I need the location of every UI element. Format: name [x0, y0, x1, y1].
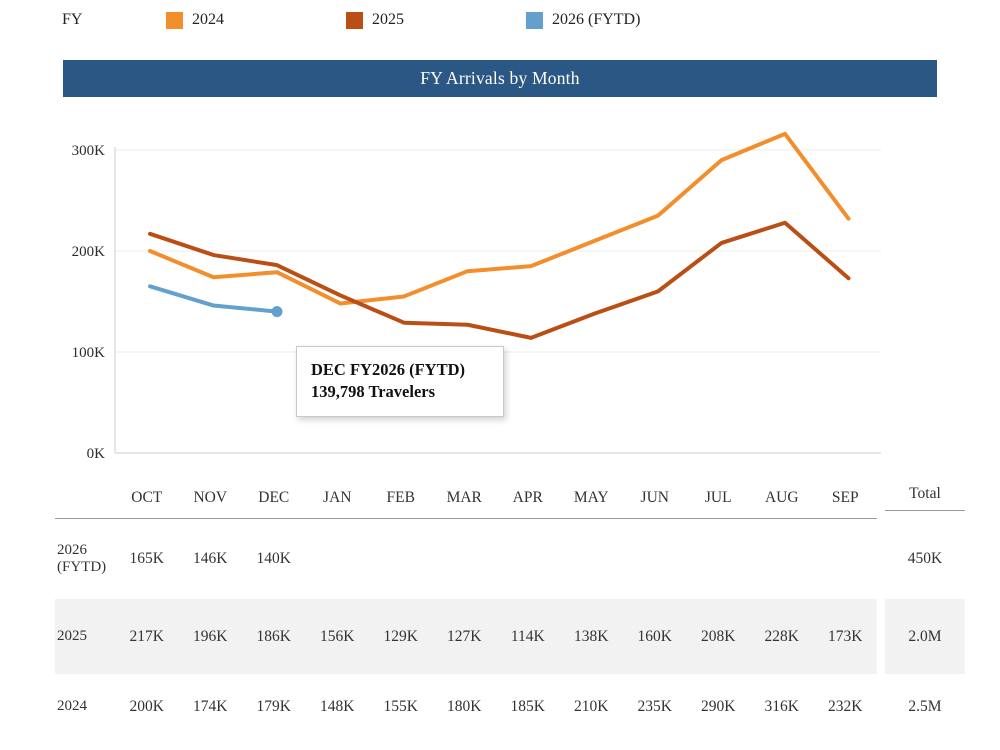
chart-y-axis-labels: 0K 100K 200K 300K — [72, 143, 106, 462]
series-line-2025[interactable] — [148, 220, 851, 340]
value-cell[interactable]: 114K — [496, 599, 560, 674]
month-header-sep: SEP — [813, 477, 877, 519]
value-cell[interactable]: 138K — [559, 599, 623, 674]
legend: FY 2024 2025 2026 (FYTD) — [62, 8, 706, 32]
value-cell[interactable]: 232K — [828, 698, 863, 715]
value-cell[interactable]: 210K — [574, 698, 609, 715]
legend-item-2025[interactable]: 2025 — [346, 11, 526, 29]
chart-title: FY Arrivals by Month — [63, 60, 937, 97]
value-cell[interactable] — [687, 519, 751, 599]
highlighted-data-point[interactable] — [271, 306, 283, 318]
tooltip: DEC FY2026 (FYTD) 139,798 Travelers — [296, 346, 504, 417]
row-spacer — [877, 674, 885, 740]
month-header-may: MAY — [559, 477, 623, 519]
legend-title: FY — [62, 11, 83, 28]
legend-item-2026-fytd-[interactable]: 2026 (FYTD) — [526, 11, 706, 29]
value-cell[interactable] — [496, 519, 560, 599]
row-label-2024: 2024 — [57, 698, 87, 715]
value-cell[interactable]: 146K — [193, 550, 228, 567]
chart-gridlines — [114, 147, 881, 454]
value-cell[interactable]: 208K — [686, 599, 750, 674]
tooltip-value: 139,798 Travelers — [311, 382, 436, 402]
chart-series — [148, 131, 851, 340]
row-spacer — [877, 519, 885, 599]
tooltip-title: DEC FY2026 (FYTD) — [311, 360, 465, 379]
month-header-oct: OCT — [115, 477, 179, 519]
value-cell[interactable] — [433, 519, 497, 599]
total-cell[interactable]: 2.5M — [908, 698, 942, 715]
row-spacer — [877, 599, 885, 674]
legend-item-2024[interactable]: 2024 — [166, 11, 346, 29]
value-cell[interactable]: 165K — [129, 550, 164, 567]
data-table: OCT NOV DEC JAN FEB MAR APR MAY JUN JUL AUG SEP Tota… — [55, 477, 965, 740]
value-cell[interactable] — [623, 519, 687, 599]
series-line-2026-fytd-[interactable] — [148, 284, 279, 314]
value-cell[interactable] — [814, 519, 878, 599]
legend-item-label: 2025 — [372, 11, 404, 28]
value-cell[interactable]: 155K — [383, 698, 418, 715]
legend-swatch-icon — [166, 11, 183, 29]
value-cell[interactable]: 179K — [256, 698, 291, 715]
legend-swatch-icon — [346, 11, 363, 29]
month-header-jan: JAN — [305, 477, 369, 519]
y-axis-tick-label: 0K — [87, 446, 106, 462]
header-spacer — [877, 477, 885, 519]
month-header-apr: APR — [496, 477, 560, 519]
value-cell[interactable]: 235K — [637, 698, 672, 715]
y-axis-tick-label: 300K — [72, 143, 106, 159]
value-cell[interactable]: 180K — [447, 698, 482, 715]
month-header-dec: DEC — [242, 477, 306, 519]
value-cell[interactable]: 185K — [510, 698, 545, 715]
line-chart: 0K 100K 200K 300K — [55, 105, 950, 465]
total-cell[interactable]: 450K — [907, 550, 943, 567]
value-cell[interactable] — [750, 519, 814, 599]
value-cell[interactable]: 140K — [256, 550, 291, 567]
value-cell[interactable]: 127K — [432, 599, 496, 674]
value-cell[interactable]: 173K — [813, 599, 877, 674]
value-cell[interactable]: 196K — [178, 599, 242, 674]
value-cell[interactable]: 148K — [320, 698, 355, 715]
table-corner-cell — [55, 477, 115, 519]
month-header-feb: FEB — [369, 477, 433, 519]
value-cell[interactable]: 186K — [242, 599, 306, 674]
value-cell[interactable]: 156K — [305, 599, 369, 674]
value-cell[interactable]: 200K — [129, 698, 164, 715]
total-header: Total — [885, 477, 965, 511]
month-header-aug: AUG — [750, 477, 814, 519]
month-header-mar: MAR — [432, 477, 496, 519]
value-cell[interactable]: 316K — [764, 698, 799, 715]
value-cell[interactable]: 129K — [369, 599, 433, 674]
series-line-2024[interactable] — [148, 131, 851, 306]
value-cell[interactable] — [369, 519, 433, 599]
legend-item-label: 2024 — [192, 11, 224, 28]
total-cell[interactable]: 2.0M — [885, 599, 965, 674]
legend-swatch-icon — [526, 11, 543, 29]
y-axis-tick-label: 200K — [72, 244, 106, 260]
value-cell[interactable]: 290K — [701, 698, 736, 715]
legend-item-label: 2026 (FYTD) — [552, 11, 641, 28]
month-header-jun: JUN — [623, 477, 687, 519]
value-cell[interactable]: 217K — [115, 599, 179, 674]
y-axis-tick-label: 100K — [72, 345, 106, 361]
value-cell[interactable]: 160K — [623, 599, 687, 674]
row-label-2026: 2026 (FYTD) — [57, 541, 107, 575]
value-cell[interactable] — [306, 519, 370, 599]
value-cell[interactable] — [560, 519, 624, 599]
row-label-2025: 2025 — [55, 599, 115, 674]
value-cell[interactable]: 228K — [750, 599, 814, 674]
value-cell[interactable]: 174K — [193, 698, 228, 715]
month-header-nov: NOV — [178, 477, 242, 519]
month-header-jul: JUL — [686, 477, 750, 519]
